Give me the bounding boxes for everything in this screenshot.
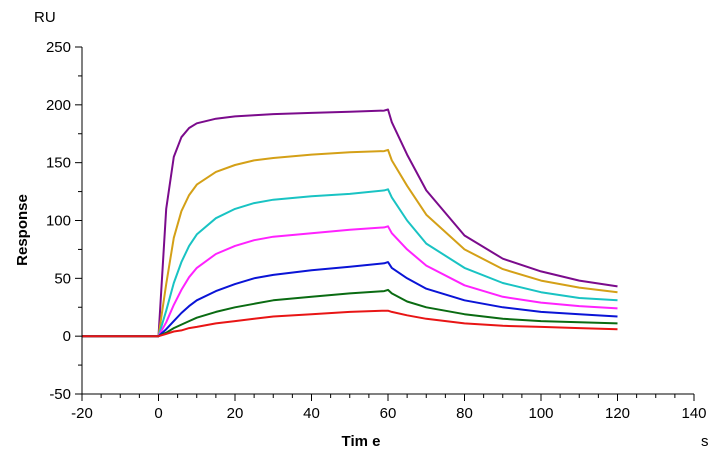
x-tick-label: -20	[71, 405, 93, 422]
series-line-5	[82, 261, 618, 338]
x-tick-label: 140	[681, 405, 706, 422]
y-tick-label: 150	[46, 155, 71, 172]
x-tick-label: 100	[528, 405, 553, 422]
x-tick-label: 80	[456, 405, 473, 422]
x-tick-label: 60	[380, 405, 397, 422]
x-tick-label: 0	[154, 405, 162, 422]
y-axis-title: Response	[14, 194, 31, 266]
axes-layer: -50 0 50 100 150 200 250 -20 0 20 40 60 80 100 120 140	[46, 39, 707, 422]
y-tick-label: 100	[46, 213, 71, 230]
y-tick-label: 250	[46, 39, 71, 56]
y-tick-label: 0	[63, 328, 71, 345]
x-unit-label: s	[701, 433, 709, 450]
x-tick-label: 120	[605, 405, 630, 422]
x-tick-label: 40	[303, 405, 320, 422]
x-tick-label: 20	[227, 405, 244, 422]
x-axis-title: Tim e	[342, 433, 381, 450]
y-tick-label: 50	[54, 270, 71, 287]
y-tick-label: 200	[46, 97, 71, 114]
series-line-7	[82, 309, 618, 338]
series-line-3	[82, 188, 618, 338]
y-unit-label: RU	[34, 9, 56, 26]
series-layer	[82, 108, 618, 338]
series-line-1	[82, 108, 618, 338]
series-line-6	[82, 288, 618, 338]
y-tick-label: -50	[49, 386, 71, 403]
series-line-4	[82, 225, 618, 338]
series-line-2	[82, 148, 618, 338]
